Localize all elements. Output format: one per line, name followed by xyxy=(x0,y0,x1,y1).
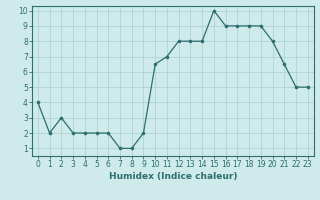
X-axis label: Humidex (Indice chaleur): Humidex (Indice chaleur) xyxy=(108,172,237,181)
